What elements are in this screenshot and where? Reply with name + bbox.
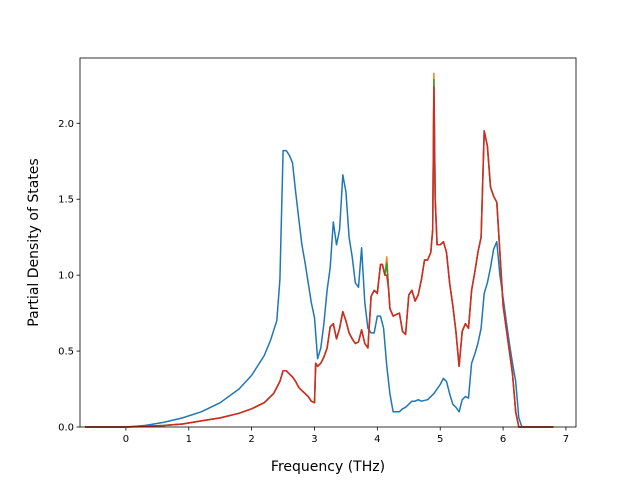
x-tick-label: 6 — [500, 434, 506, 445]
x-tick-label: 7 — [563, 434, 569, 445]
x-tick-label: 5 — [437, 434, 443, 445]
x-tick-label: 0 — [123, 434, 129, 445]
x-axis-label: Frequency (THz) — [271, 459, 385, 475]
x-tick-label: 3 — [311, 434, 317, 445]
y-tick-label: 0.0 — [58, 423, 74, 434]
y-axis-label: Partial Density of States — [26, 158, 42, 326]
y-tick-label: 0.5 — [58, 347, 74, 358]
series-line-4 — [85, 86, 554, 428]
x-tick-label: 1 — [186, 434, 192, 445]
y-tick-label: 2.0 — [58, 119, 74, 130]
series-lines — [85, 72, 554, 428]
series-line-1 — [85, 149, 554, 428]
y-tick-label: 1.0 — [58, 271, 74, 282]
axis-ticks: 0 1 2 3 4 5 6 7 0.0 0.5 1.0 1.5 2.0 — [58, 119, 569, 445]
y-tick-label: 1.5 — [58, 195, 74, 206]
x-tick-label: 2 — [248, 434, 254, 445]
x-tick-label: 4 — [374, 434, 380, 445]
plot-frame — [79, 57, 577, 428]
